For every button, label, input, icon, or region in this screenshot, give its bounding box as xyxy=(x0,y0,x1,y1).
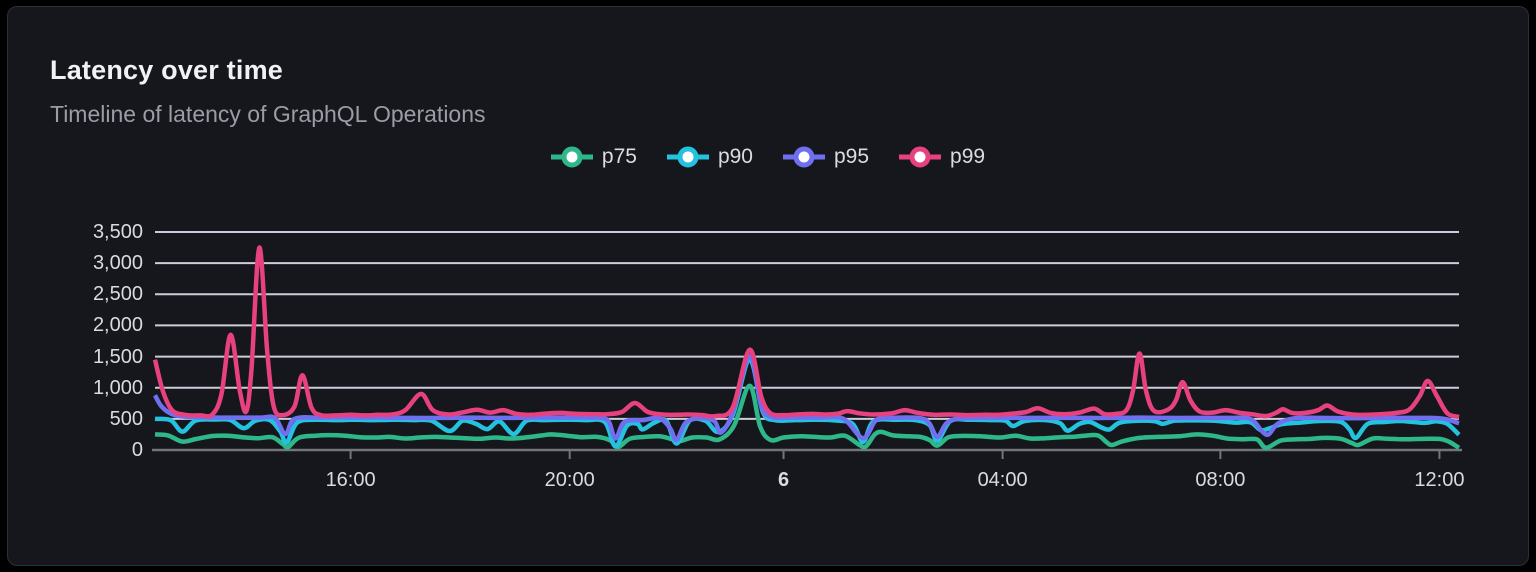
x-axis-label: 20:00 xyxy=(544,469,595,491)
y-axis-label: 1,000 xyxy=(92,376,143,399)
legend-marker-icon xyxy=(899,146,942,168)
panel-title[interactable]: Latency over time xyxy=(50,55,283,85)
legend-marker-icon xyxy=(783,146,825,168)
panel-subtitle: Timeline of latency of GraphQL Operation… xyxy=(50,101,486,127)
x-axis-label: 16:00 xyxy=(325,469,376,491)
legend-item-p90[interactable]: p90 xyxy=(666,145,753,169)
legend-item-p75[interactable]: p75 xyxy=(550,145,637,169)
y-axis-label: 2,500 xyxy=(92,283,143,306)
x-axis-label: 04:00 xyxy=(977,469,1028,491)
y-axis-label: 3,000 xyxy=(92,252,143,275)
y-axis-label: 3,500 xyxy=(92,221,143,243)
y-axis-label: 1,500 xyxy=(92,345,143,368)
legend-label: p90 xyxy=(717,145,753,168)
y-axis-label: 2,000 xyxy=(92,314,143,337)
legend-label: p75 xyxy=(601,145,637,168)
x-axis-label: 12:00 xyxy=(1414,469,1465,491)
y-axis-label: 500 xyxy=(109,407,143,430)
legend-item-p95[interactable]: p95 xyxy=(783,145,869,169)
legend-item-p99[interactable]: p99 xyxy=(899,145,985,169)
legend-marker-icon xyxy=(550,146,593,168)
legend: p75 p90 p95 p99 xyxy=(8,145,1528,169)
plot-area[interactable] xyxy=(155,226,1459,450)
legend-marker-icon xyxy=(666,146,709,168)
legend-label: p99 xyxy=(950,145,986,168)
y-axis-label: 0 xyxy=(131,439,143,461)
x-axis-label: 08:00 xyxy=(1195,469,1246,491)
x-axis-label: 6 xyxy=(777,469,790,491)
legend-label: p95 xyxy=(834,145,870,168)
